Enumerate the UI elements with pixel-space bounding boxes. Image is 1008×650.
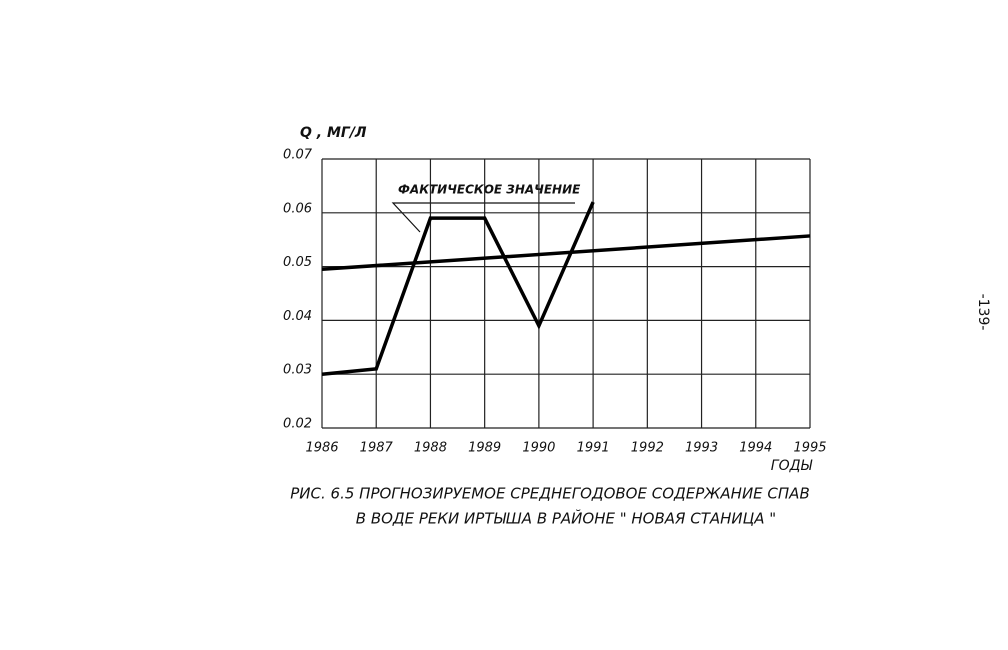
x-tick-label: 1986 — [305, 441, 338, 456]
caption-line: В ВОДЕ РЕКИ ИРТЫША В РАЙОНЕ " НОВАЯ СТАН… — [356, 509, 776, 528]
x-tick-label: 1991 — [577, 441, 610, 456]
legend-label: ФАКТИЧЕСКОЕ ЗНАЧЕНИЕ — [398, 183, 581, 197]
y-tick-label: 0.05 — [283, 255, 312, 270]
x-tick-label: 1993 — [685, 441, 718, 456]
data-line — [321, 201, 595, 376]
x-tick-label: 1995 — [793, 441, 826, 456]
x-tick-label: 1989 — [468, 441, 501, 456]
legend-leader — [391, 202, 575, 233]
y-tick-label: 0.06 — [283, 201, 312, 216]
x-tick-label: 1994 — [739, 441, 772, 456]
y-tick-label: 0.04 — [283, 309, 312, 324]
x-axis-label: ГОДЫ — [771, 458, 813, 474]
x-tick-label: 1992 — [631, 441, 664, 456]
page-number: -139- — [975, 294, 991, 331]
y-tick-label: 0.02 — [283, 417, 312, 432]
data-line — [321, 234, 811, 272]
y-tick-label: 0.03 — [283, 363, 312, 378]
caption-line: РИС. 6.5 ПРОГНОЗИРУЕМОЕ СРЕДНЕГОДОВОЕ СО… — [290, 485, 809, 503]
y-tick-label: 0.07 — [283, 148, 313, 163]
y-axis-label: Q , МГ/Л — [300, 125, 367, 141]
x-tick-label: 1988 — [414, 441, 447, 456]
x-tick-label: 1990 — [522, 441, 555, 456]
x-tick-label: 1987 — [360, 441, 394, 456]
